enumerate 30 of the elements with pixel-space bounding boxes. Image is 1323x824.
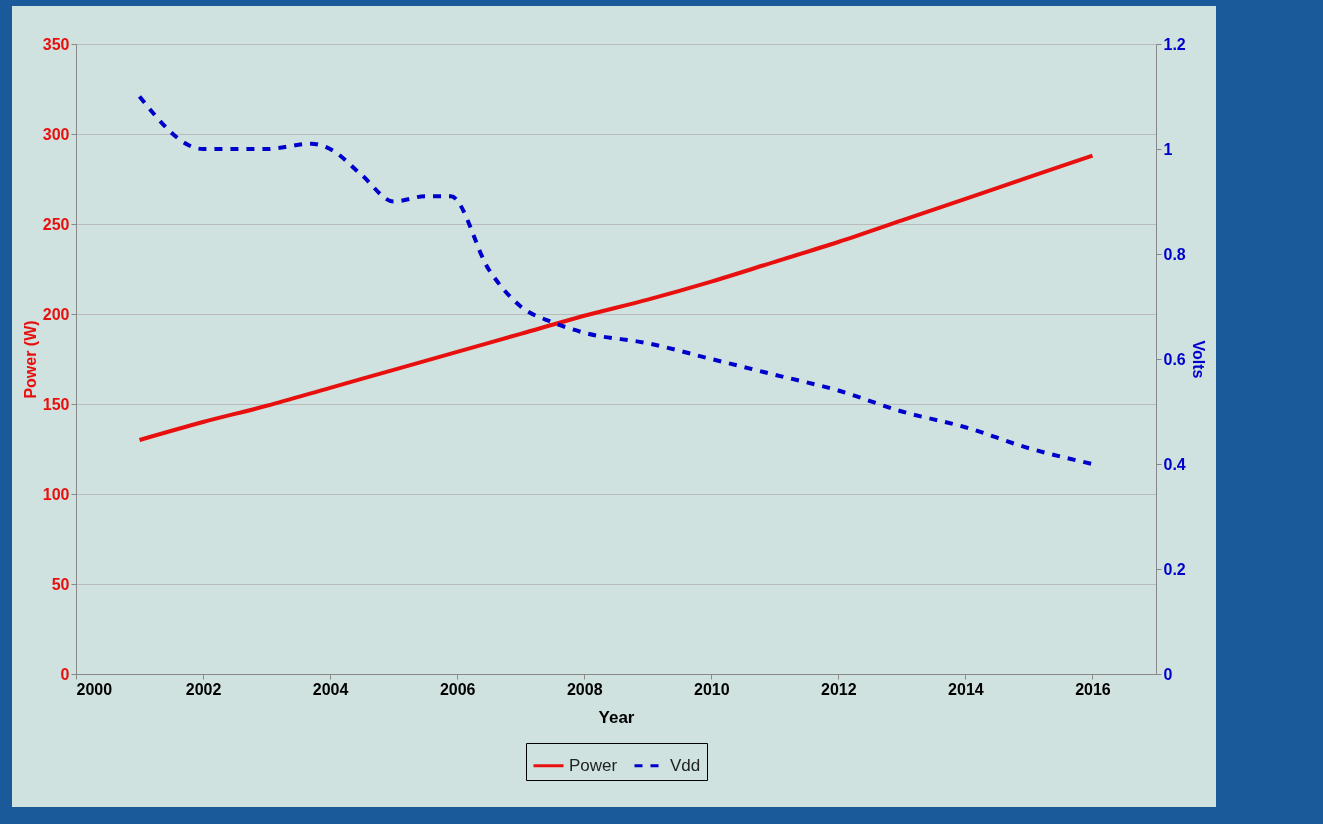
y2-tick-label: 1 xyxy=(1163,140,1173,158)
x-tick-label: 2000 xyxy=(76,680,113,698)
y-tick-label: 50 xyxy=(51,575,70,593)
x-tick-label: 2012 xyxy=(821,680,857,698)
y-tick-label: 100 xyxy=(42,485,70,503)
line-series xyxy=(137,153,1095,442)
x-tick-label: 2010 xyxy=(694,680,730,698)
x-tick-label: 2008 xyxy=(566,680,603,698)
x-tick-label: 2002 xyxy=(185,680,222,698)
y-tick-label: 300 xyxy=(42,125,70,143)
y2-tick-label: 0.8 xyxy=(1163,245,1186,263)
y2-tick-label: 0.4 xyxy=(1163,455,1186,473)
legend-label: Power xyxy=(569,755,618,775)
y2-tick-label: 1.2 xyxy=(1163,35,1186,53)
y2-tick-label: 0 xyxy=(1163,665,1173,683)
y-tick-label: 150 xyxy=(42,395,70,413)
x-tick-label: 2006 xyxy=(439,680,476,698)
x-tick-label: 2014 xyxy=(948,680,984,698)
y-tick-label: 250 xyxy=(42,215,70,233)
y-tick-label: 350 xyxy=(42,35,70,53)
y2-axis-title: Volts xyxy=(1189,340,1207,379)
y2-tick-label: 0.2 xyxy=(1163,560,1186,578)
y-tick-label: 200 xyxy=(42,305,70,323)
x-axis-title: Year xyxy=(598,707,635,727)
y2-tick-label: 0.6 xyxy=(1163,350,1186,368)
x-tick-label: 2016 xyxy=(1075,680,1111,698)
y-axis-title: Power (W) xyxy=(21,320,39,399)
x-tick-label: 2004 xyxy=(312,680,349,698)
y-tick-label: 0 xyxy=(60,665,70,683)
legend-label: Vdd xyxy=(670,755,701,775)
